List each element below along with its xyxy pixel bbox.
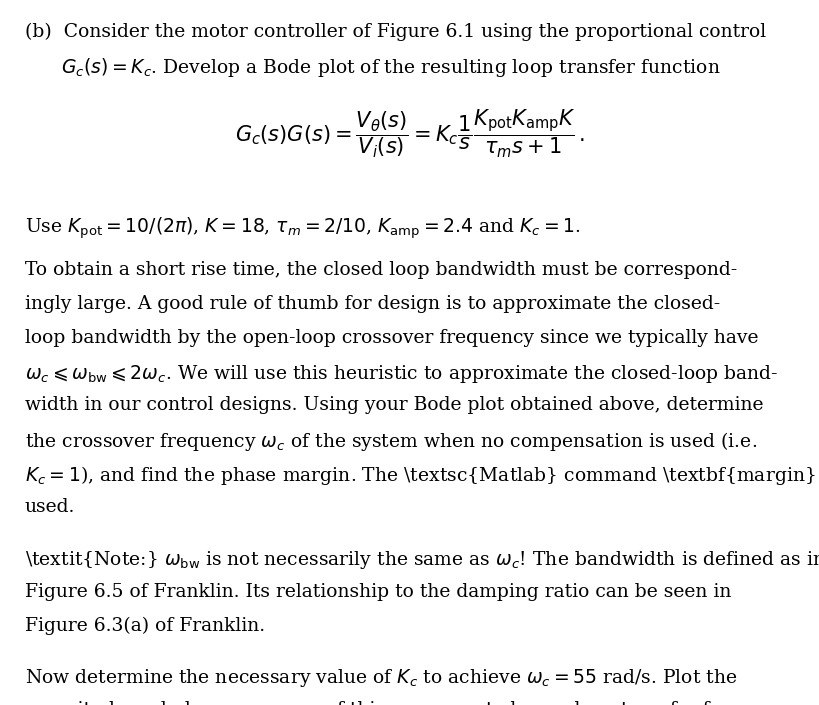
Text: magnitude and phase response of this compensated open loop transfer func-: magnitude and phase response of this com…	[25, 701, 749, 705]
Text: \textit{Note:} $\omega_{\rm bw}$ is not necessarily the same as $\omega_c$! The : \textit{Note:} $\omega_{\rm bw}$ is not …	[25, 548, 819, 571]
Text: Figure 6.3(a) of Franklin.: Figure 6.3(a) of Franklin.	[25, 616, 265, 634]
Text: To obtain a short rise time, the closed loop bandwidth must be correspond-: To obtain a short rise time, the closed …	[25, 261, 736, 279]
Text: $K_c = 1$), and find the phase margin. The \textsc{Matlab} command \textbf{margi: $K_c = 1$), and find the phase margin. T…	[25, 464, 819, 487]
Text: $G_c(s)G(s) = \dfrac{V_\theta(s)}{V_i(s)} = K_c \dfrac{1}{s} \dfrac{K_{\rm pot} : $G_c(s)G(s) = \dfrac{V_\theta(s)}{V_i(s)…	[235, 107, 584, 159]
Text: used.: used.	[25, 498, 75, 516]
Text: $G_c(s) = K_c$. Develop a Bode plot of the resulting loop transfer function: $G_c(s) = K_c$. Develop a Bode plot of t…	[61, 56, 721, 80]
Text: Figure 6.5 of Franklin. Its relationship to the damping ratio can be seen in: Figure 6.5 of Franklin. Its relationship…	[25, 582, 730, 601]
Text: the crossover frequency $\omega_c$ of the system when no compensation is used (i: the crossover frequency $\omega_c$ of th…	[25, 430, 756, 453]
Text: width in our control designs. Using your Bode plot obtained above, determine: width in our control designs. Using your…	[25, 396, 762, 415]
Text: Now determine the necessary value of $K_c$ to achieve $\omega_c = 55$ rad/s. Plo: Now determine the necessary value of $K_…	[25, 667, 736, 689]
Text: Use $K_{\rm pot} = 10/(2\pi)$, $K = 18$, $\tau_m = 2/10$, $K_{\rm amp} = 2.4$ an: Use $K_{\rm pot} = 10/(2\pi)$, $K = 18$,…	[25, 216, 580, 241]
Text: $\omega_c \leqslant \omega_{\rm bw} \leqslant 2\omega_c$. We will use this heuri: $\omega_c \leqslant \omega_{\rm bw} \leq…	[25, 362, 777, 385]
Text: loop bandwidth by the open-loop crossover frequency since we typically have: loop bandwidth by the open-loop crossove…	[25, 329, 758, 347]
Text: (b)  Consider the motor controller of Figure 6.1 using the proportional control: (b) Consider the motor controller of Fig…	[25, 23, 765, 41]
Text: ingly large. A good rule of thumb for design is to approximate the closed-: ingly large. A good rule of thumb for de…	[25, 295, 719, 313]
